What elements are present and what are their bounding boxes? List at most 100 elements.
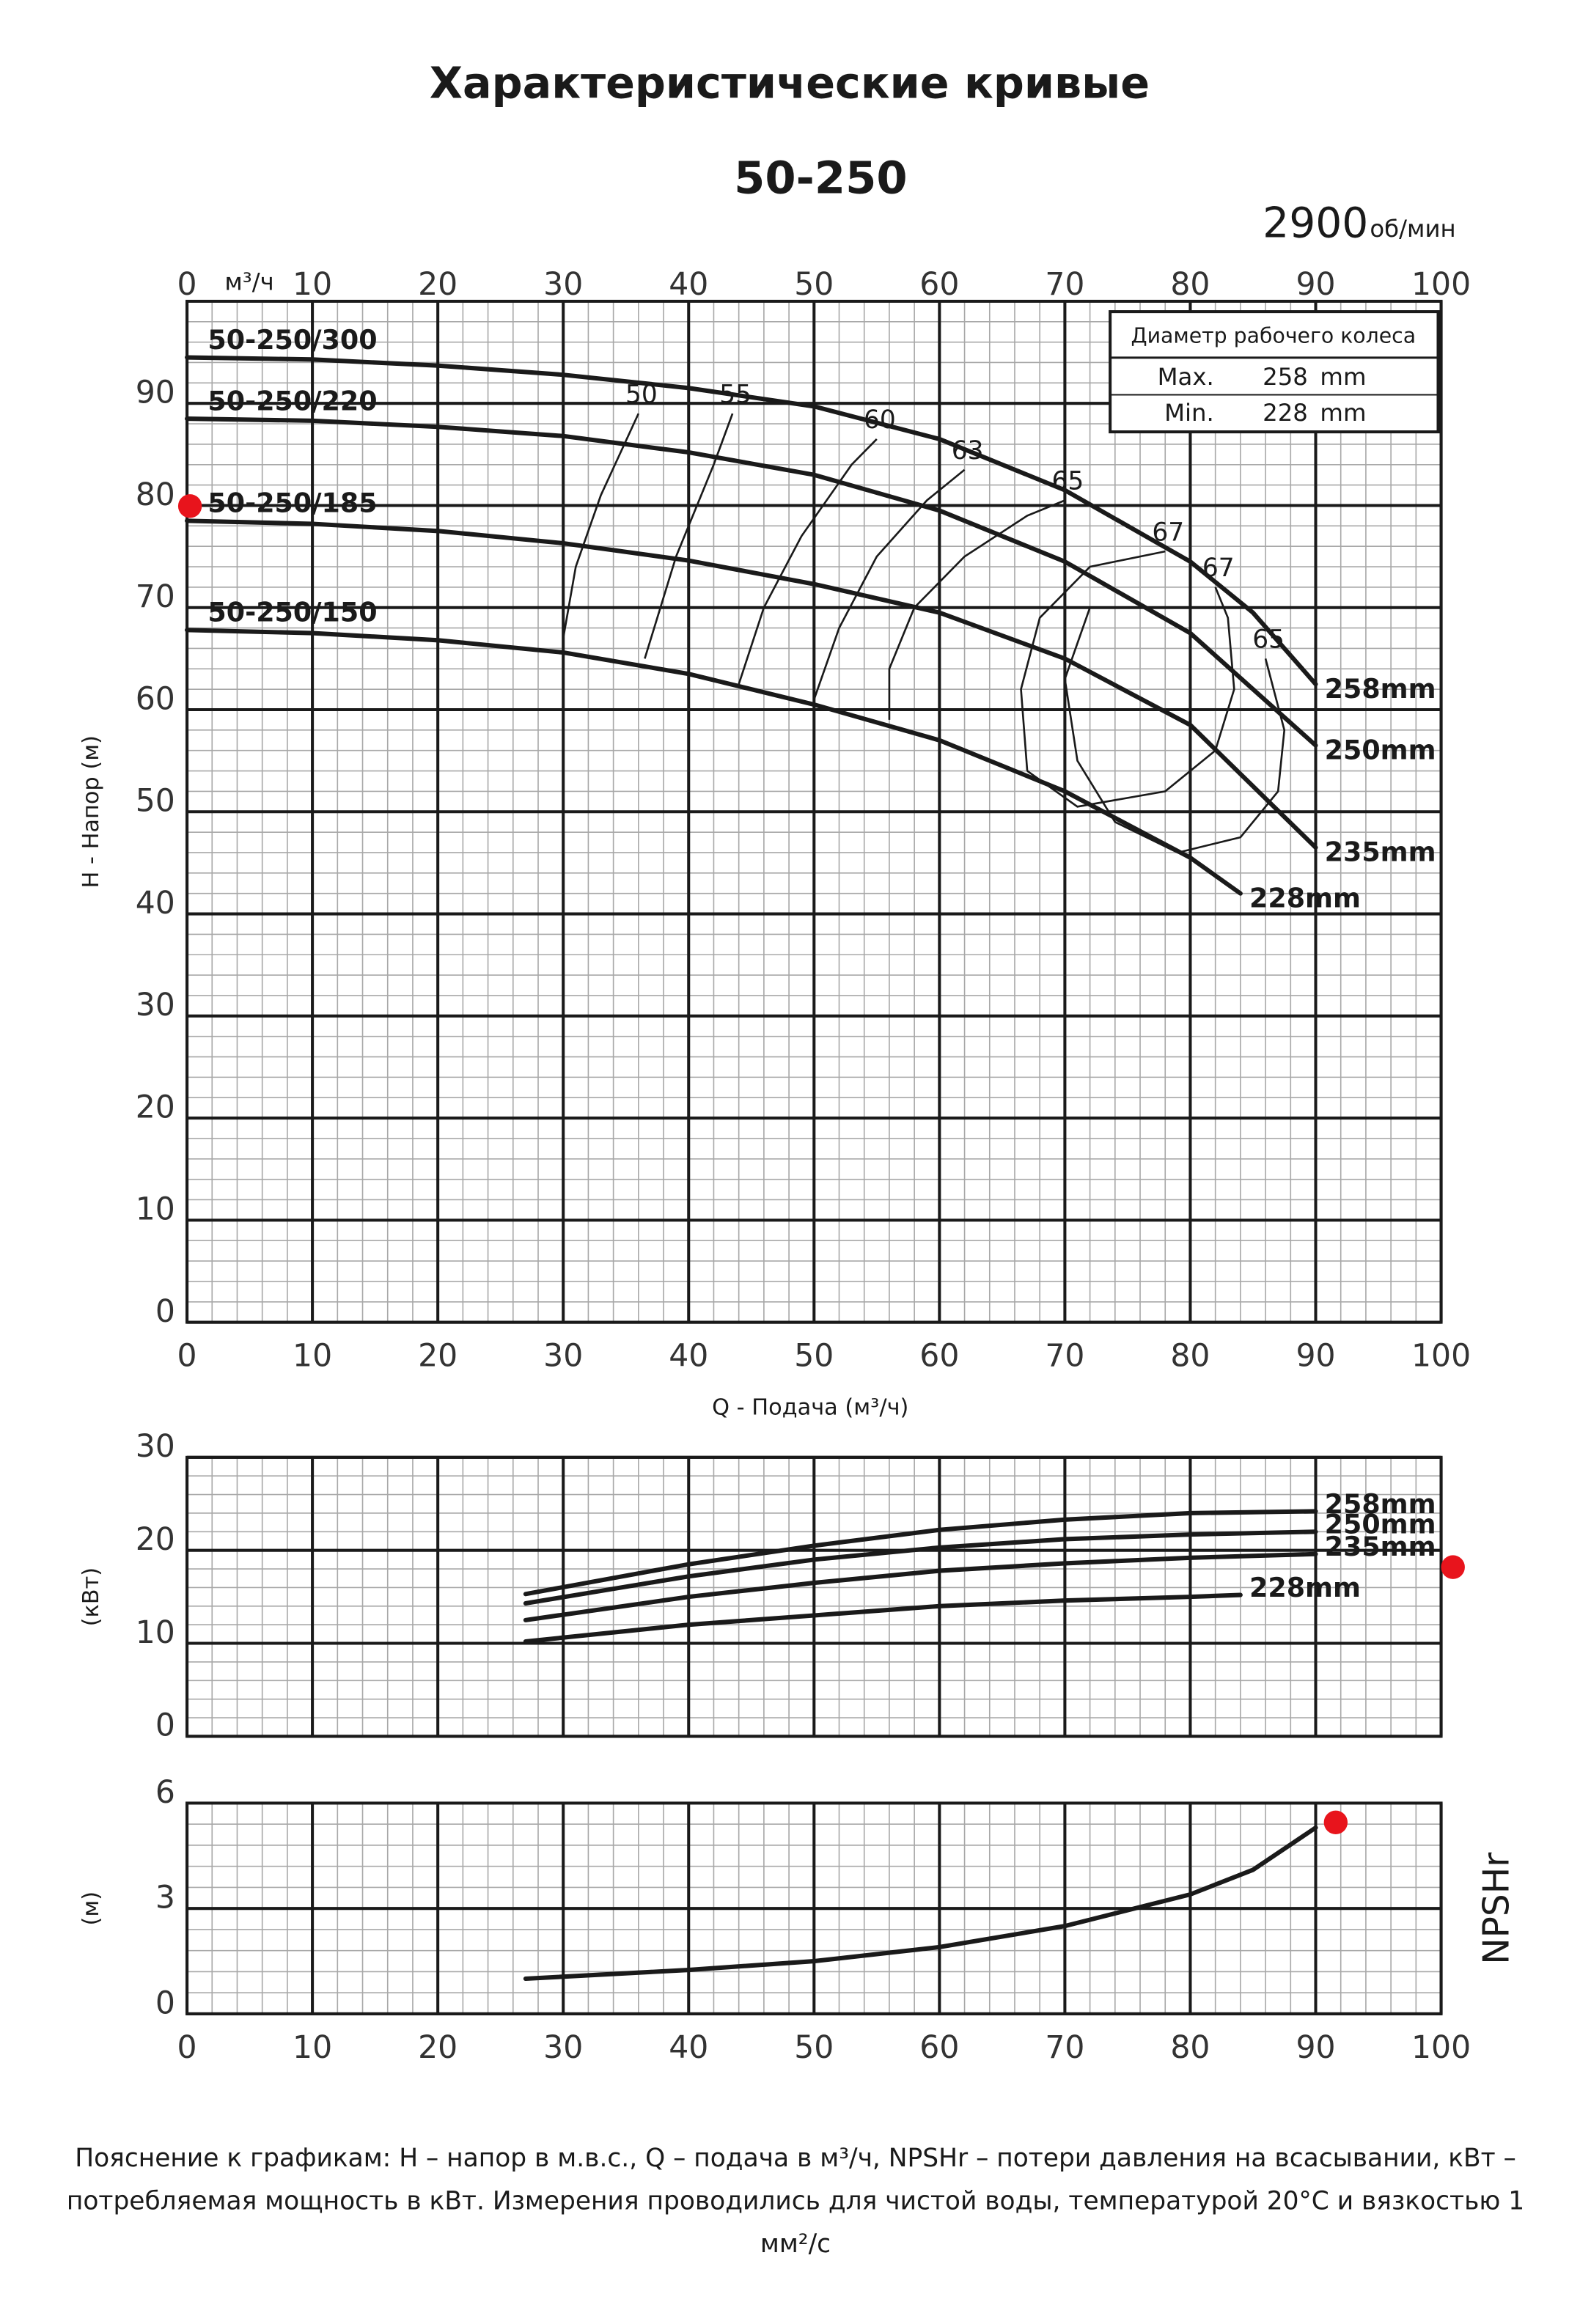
x2-tick-label: 10 [293,267,332,303]
y-tick-label: 30 [136,988,175,1023]
x-tick-label: 30 [543,2030,583,2066]
y-tick-label: 20 [136,1089,175,1125]
series-label: 250mm [1325,734,1436,765]
x-tick-label: 60 [919,1339,959,1375]
y-tick-label: 60 [136,681,175,717]
table-cell: mm [1320,399,1366,427]
x-tick-label: 20 [418,2030,458,2066]
efficiency-curve [813,468,966,700]
y-axis-label: H - Напор (м) [78,735,104,888]
series-line [523,1529,1318,1606]
y-axis-label: (кВт) [78,1567,104,1627]
speed-unit: об/мин [1370,215,1455,243]
red-marker [177,494,202,518]
y-tick-label: 10 [136,1615,175,1651]
x-tick-label: 90 [1296,2030,1335,2066]
model-label: 50-250/185 [207,488,377,519]
x2-tick-label: 70 [1045,267,1084,303]
x-tick-label: 70 [1045,1339,1084,1375]
red-marker [1441,1555,1465,1579]
table-cell: 258 [1263,363,1308,391]
series-label: 258mm [1325,673,1436,705]
x2-tick-label: 80 [1170,267,1210,303]
series-line [185,416,1318,748]
x-tick-label: 10 [293,1339,332,1375]
page-title: Характеристические кривые [430,59,1150,109]
x-tick-label: 0 [177,1339,197,1375]
y-tick-label: 40 [136,886,175,922]
table-title: Диаметр рабочего колеса [1131,324,1416,348]
x2-tick-label: 30 [543,267,583,303]
x-tick-label: 80 [1170,2030,1210,2066]
model-label: 50-250/150 [207,597,377,628]
x-tick-label: 50 [794,2030,834,2066]
table-cell: Min. [1164,399,1214,427]
x-tick-label: 10 [293,2030,332,2066]
efficiency-curve [644,413,734,659]
efficiency-curve [888,499,1065,720]
efficiency-curve [1020,550,1166,771]
model-label: 50-250/220 [207,385,377,416]
plot-frame [185,1455,1443,1738]
x-tick-label: 0 [177,2030,197,2066]
x-axis-label: Q - Подача (м³/ч) [712,1395,908,1421]
x2-tick-label: 50 [794,267,834,303]
series-label: 235mm [1325,836,1436,868]
series-label: 235mm [1325,1531,1436,1562]
y-tick-label: 6 [155,1775,175,1811]
table-cell: Max. [1158,363,1214,391]
series-label: 228mm [1249,882,1361,913]
series-label: NPSHr [1476,1853,1517,1965]
x-tick-label: 50 [794,1339,834,1375]
series-line [523,1592,1243,1644]
y-tick-label: 50 [136,784,175,820]
y-tick-label: 30 [136,1429,175,1465]
x-tick-label: 100 [1411,2030,1471,2066]
y-tick-label: 0 [155,1985,175,2021]
table-frame [1109,310,1440,434]
efficiency-curve [562,413,640,639]
series-line [185,518,1318,850]
model-label: 50-250/300 [207,324,377,356]
series-label: 250mm [1325,1509,1436,1540]
plot-frame [185,299,1443,1324]
x2-tick-label: 60 [919,267,959,303]
x2-axis-unit: м³/ч [224,268,273,296]
efficiency-curve [1026,586,1235,808]
x-tick-label: 30 [543,1339,583,1375]
x-tick-label: 40 [669,1339,708,1375]
table-cell: 228 [1263,399,1308,427]
x2-tick-label: 0 [177,267,197,303]
footnote: Пояснение к графикам: H – напор в м.в.с.… [75,2144,1516,2173]
x-tick-label: 80 [1170,1339,1210,1375]
efficiency-label: 67 [1202,554,1235,583]
y-tick-label: 70 [136,579,175,615]
series-label: 228mm [1249,1572,1361,1603]
y-tick-label: 20 [136,1522,175,1558]
x2-tick-label: 100 [1411,267,1471,303]
x2-tick-label: 40 [669,267,708,303]
footnote: потребляемая мощность в кВт. Измерения п… [67,2187,1524,2216]
x-tick-label: 20 [418,1339,458,1375]
x-tick-label: 70 [1045,2030,1084,2066]
y-tick-label: 90 [136,375,175,411]
y-axis-label: (м) [78,1891,104,1926]
x-tick-label: 100 [1411,1339,1471,1375]
series-line [185,355,1318,687]
series-line [523,1551,1318,1622]
series-label: 258mm [1325,1488,1436,1520]
red-marker [1323,1810,1348,1834]
x2-tick-label: 90 [1296,267,1335,303]
y-tick-label: 0 [155,1294,175,1330]
table-cell: mm [1320,363,1366,391]
x-tick-label: 60 [919,2030,959,2066]
y-tick-label: 3 [155,1880,175,1916]
y-tick-label: 10 [136,1192,175,1228]
model-title: 50-250 [734,153,907,205]
y-tick-label: 0 [155,1708,175,1744]
y-tick-label: 80 [136,477,175,513]
efficiency-curve [738,438,878,685]
series-line [185,628,1243,896]
